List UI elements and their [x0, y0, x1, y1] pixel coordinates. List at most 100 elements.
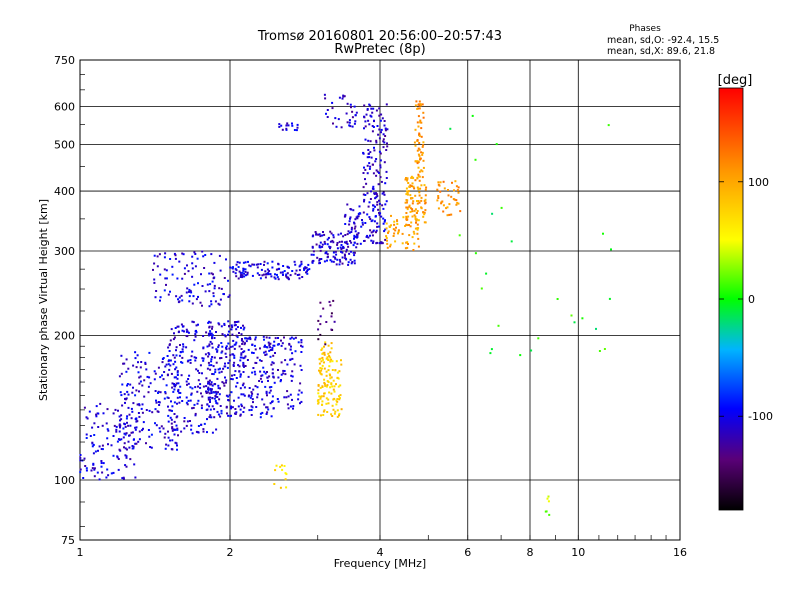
data-point — [421, 103, 424, 106]
data-point — [244, 342, 246, 345]
data-point — [173, 332, 175, 335]
data-point — [251, 398, 254, 401]
data-point — [384, 127, 387, 130]
data-point — [256, 272, 259, 275]
data-point — [165, 269, 168, 272]
data-point — [277, 376, 280, 379]
data-point — [163, 397, 166, 400]
data-point — [316, 256, 319, 259]
data-point — [368, 162, 371, 165]
data-point — [417, 125, 420, 128]
data-point — [128, 434, 131, 437]
data-point — [262, 273, 265, 276]
data-point — [323, 392, 326, 395]
data-point — [373, 220, 376, 223]
data-point — [414, 208, 417, 211]
data-point — [117, 438, 120, 441]
data-point — [362, 172, 365, 174]
data-point — [215, 392, 218, 395]
data-point — [209, 396, 212, 399]
data-point — [332, 122, 334, 125]
data-point — [285, 396, 288, 399]
data-point — [330, 382, 333, 385]
data-point — [171, 429, 174, 432]
data-point — [216, 402, 219, 405]
data-point — [202, 335, 205, 337]
data-point — [122, 436, 125, 439]
data-point — [418, 201, 421, 204]
data-point — [374, 215, 377, 218]
data-point — [442, 180, 445, 183]
data-point — [239, 414, 242, 417]
data-point — [328, 355, 331, 358]
data-point — [353, 227, 356, 230]
data-point — [134, 442, 137, 445]
data-point — [202, 430, 205, 433]
data-point — [207, 352, 210, 354]
data-point — [137, 412, 140, 414]
data-point — [240, 403, 243, 406]
data-point — [408, 204, 411, 207]
data-point — [339, 246, 342, 249]
data-point — [176, 374, 179, 376]
data-point — [205, 390, 207, 393]
data-point — [395, 226, 397, 229]
data-point — [495, 143, 498, 146]
data-point — [220, 325, 223, 328]
data-point — [406, 241, 409, 244]
data-point — [350, 250, 352, 253]
data-point — [418, 191, 421, 194]
data-point — [342, 95, 345, 98]
data-point — [168, 343, 171, 346]
data-point — [208, 364, 211, 367]
data-point — [298, 389, 301, 392]
data-point — [156, 265, 159, 268]
data-point — [321, 234, 324, 237]
data-point — [281, 468, 284, 471]
data-point — [321, 243, 324, 246]
data-point — [224, 365, 227, 368]
data-point — [348, 119, 351, 122]
data-point — [230, 391, 233, 394]
data-point — [125, 456, 128, 459]
data-point — [331, 415, 334, 417]
data-point — [414, 194, 417, 197]
data-point — [164, 392, 167, 395]
data-point — [211, 342, 214, 345]
data-point — [350, 241, 353, 244]
data-point — [158, 427, 161, 430]
data-point — [280, 361, 283, 364]
data-point — [174, 376, 177, 379]
data-point — [362, 211, 365, 214]
data-point — [229, 266, 232, 269]
data-point — [417, 219, 420, 222]
data-point — [417, 153, 420, 156]
data-point — [322, 414, 325, 416]
data-point — [175, 295, 178, 298]
data-point — [123, 432, 126, 435]
data-point — [173, 420, 176, 423]
data-point — [177, 390, 180, 393]
data-point — [411, 236, 414, 239]
data-point — [379, 166, 382, 169]
data-point — [364, 138, 367, 141]
data-point — [252, 401, 254, 404]
data-point — [125, 465, 128, 468]
data-point — [339, 394, 342, 397]
data-point — [244, 337, 247, 340]
data-point — [183, 427, 186, 430]
data-point — [419, 157, 422, 160]
data-point — [404, 247, 407, 250]
data-point — [331, 369, 334, 371]
data-point — [581, 317, 584, 320]
data-point — [229, 415, 232, 418]
data-point — [194, 335, 197, 338]
data-point — [217, 344, 220, 347]
data-point — [105, 476, 108, 479]
data-point — [414, 104, 417, 107]
data-point — [218, 303, 221, 306]
data-point — [239, 375, 242, 378]
data-point — [289, 348, 292, 351]
data-point — [268, 386, 271, 389]
